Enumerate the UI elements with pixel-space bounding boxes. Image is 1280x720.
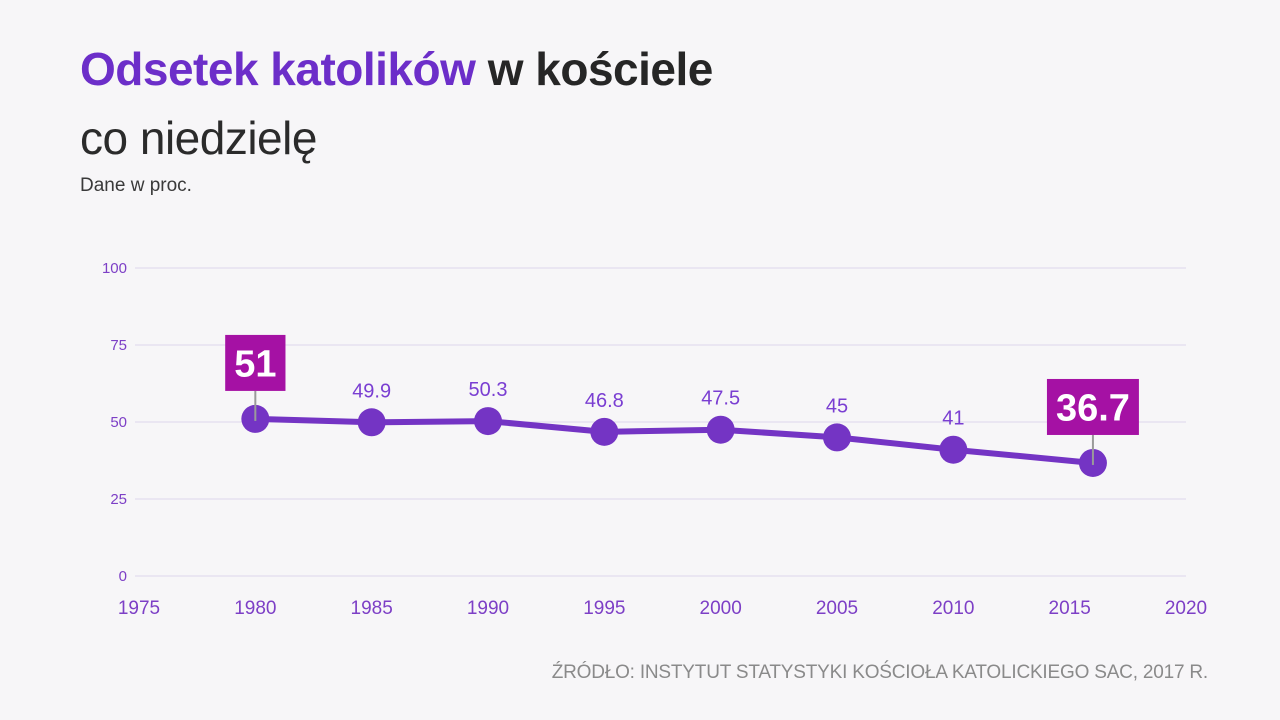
y-axis-tick-label: 75 xyxy=(110,337,127,354)
y-axis-tick-label: 50 xyxy=(110,414,127,431)
header: Odsetek katolików w kościele co niedziel… xyxy=(80,44,713,197)
x-axis-tick-label: 1985 xyxy=(351,598,393,619)
data-point xyxy=(357,408,386,437)
data-point-label: 46.8 xyxy=(585,390,624,412)
source-note: ŹRÓDŁO: INSTYTUT STATYSTYKI KOŚCIOŁA KAT… xyxy=(551,662,1208,683)
x-axis-tick-label: 1980 xyxy=(234,598,276,619)
data-point-label: 45 xyxy=(826,395,848,417)
title-line2: co niedzielę xyxy=(80,111,317,164)
data-point-label: 41 xyxy=(942,408,964,430)
x-axis-tick-label: 1995 xyxy=(583,598,625,619)
data-point xyxy=(706,415,735,444)
highlight-box xyxy=(225,334,286,391)
data-point xyxy=(590,417,619,446)
y-axis-tick-label: 25 xyxy=(110,491,127,508)
data-point xyxy=(823,423,851,452)
x-axis-tick-label: 2000 xyxy=(700,598,742,619)
data-point-label: 47.5 xyxy=(701,388,740,410)
x-axis-tick-label: 2015 xyxy=(1049,598,1091,619)
x-axis-tick-label: 1975 xyxy=(118,598,160,619)
title-highlight: Odsetek katolików xyxy=(80,43,476,95)
title-rest: w kościele xyxy=(475,43,714,95)
highlight-box xyxy=(1046,378,1139,435)
data-line xyxy=(252,415,1096,466)
data-point xyxy=(939,435,968,464)
x-axis-tick-label: 2020 xyxy=(1165,598,1207,619)
data-point-label: 49.9 xyxy=(352,380,391,402)
highlight-value-label: 51 xyxy=(234,343,276,385)
y-axis-tick-label: 100 xyxy=(102,260,127,277)
x-axis-tick-label: 1990 xyxy=(467,598,509,619)
x-axis-tick-label: 2010 xyxy=(932,598,974,619)
highlight-value-label: 36.7 xyxy=(1056,387,1130,429)
chart-units-note: Dane w proc. xyxy=(80,174,192,196)
data-point xyxy=(474,407,502,436)
y-axis-tick-label: 0 xyxy=(119,568,127,585)
data-point-label: 50.3 xyxy=(469,379,508,401)
x-axis-tick-label: 2005 xyxy=(816,598,858,619)
page-title: Odsetek katolików w kościele xyxy=(80,44,713,95)
